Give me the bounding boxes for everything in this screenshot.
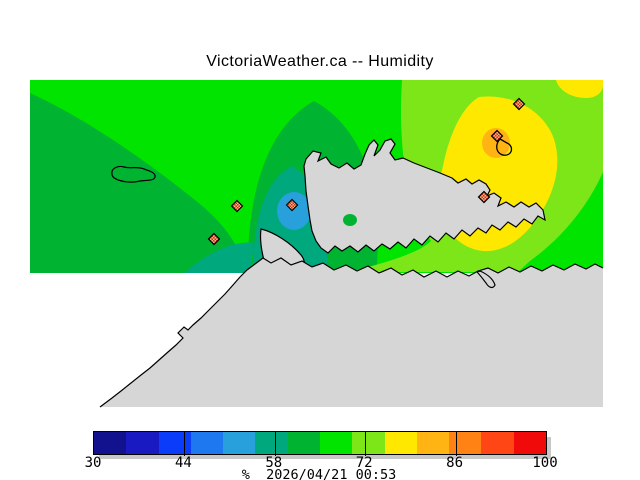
region-harbour-core-50-55: [277, 192, 311, 230]
island-outline: [111, 165, 156, 183]
colorbar-labels: 30 44 58 72 86 100: [0, 455, 640, 471]
land-olympic-peninsula: [100, 258, 603, 407]
colorbar-tick-label: 86: [446, 455, 464, 471]
colorbar-segment: [384, 432, 417, 454]
colorbar-segment: [319, 432, 353, 454]
station-diamond-icon: [207, 232, 221, 246]
colorbar-segment: [223, 432, 256, 454]
region-lagoon-60-65: [343, 214, 357, 226]
region-topright-75-80: [556, 80, 603, 98]
station-diamond-icon: [285, 198, 299, 212]
region-orange-80-85: [482, 128, 510, 158]
colorbar-segment: [190, 432, 224, 454]
colorbar-tick: [456, 432, 457, 456]
colorbar-tick-label: 100: [532, 455, 558, 471]
colorbar-tick-label: 72: [355, 455, 373, 471]
station-diamond-icon: [230, 199, 244, 213]
colorbar: [93, 431, 547, 456]
colorbar-segments: [94, 432, 546, 454]
station-diamond-icon: [477, 190, 491, 204]
colorbar-segment: [513, 432, 546, 454]
colorbar-segment: [126, 432, 159, 454]
colorbar-tick: [365, 432, 366, 456]
page-title: VictoriaWeather.ca -- Humidity: [206, 53, 434, 70]
land-victoria: [303, 138, 546, 254]
colorbar-tick: [275, 432, 276, 456]
colorbar-segment: [352, 432, 385, 454]
station-markers: [207, 97, 526, 246]
colorbar-tick-label: 58: [265, 455, 283, 471]
colorbar-segment: [481, 432, 514, 454]
colorbar-segment: [416, 432, 450, 454]
region-se-65-70: [518, 172, 603, 272]
spit-outline: [475, 270, 496, 289]
colorbar-tick: [184, 432, 185, 456]
coastline-olympic: [99, 257, 604, 408]
colorbar-segment: [449, 432, 482, 454]
station-diamond-icon: [490, 129, 504, 143]
colorbar-segment: [255, 432, 288, 454]
colorbar-unit-timestamp: % 2026/04/21 00:53: [241, 467, 397, 480]
colorbar-segment: [287, 432, 320, 454]
colorbar-tick-label: 44: [174, 455, 192, 471]
station-diamond-icon: [512, 97, 526, 111]
region-left-60-65: [30, 93, 246, 273]
colorbar-tick-label: 30: [84, 455, 102, 471]
colorbar-segment: [158, 432, 191, 454]
region-coastal-55-60: [184, 242, 254, 273]
balloon-outline: [496, 138, 513, 156]
colorbar-segment: [94, 432, 127, 454]
